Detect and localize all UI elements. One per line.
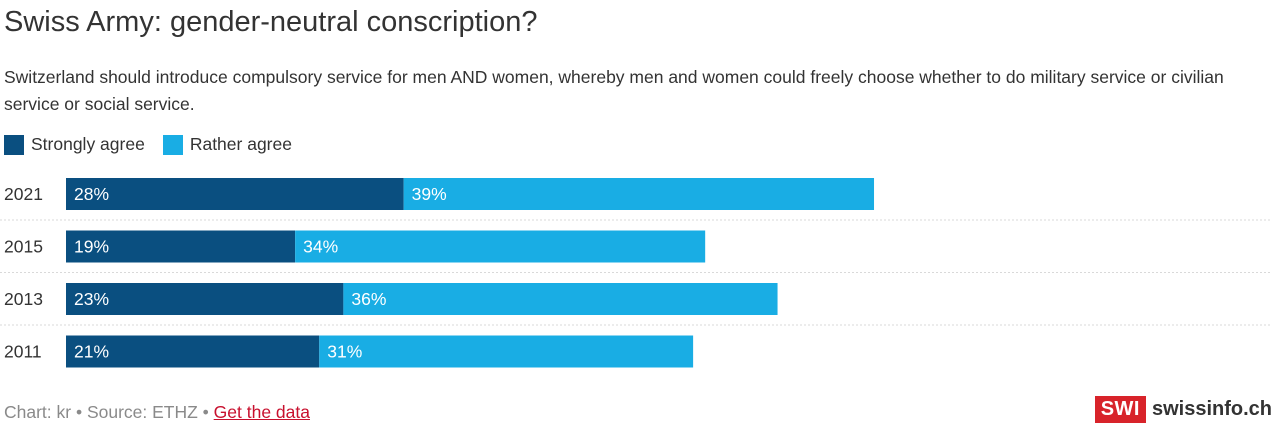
legend-label-strongly-agree: Strongly agree [31,134,145,154]
swissinfo-logo-text: swissinfo.ch [1151,398,1272,420]
data-label-rather-agree-2013: 36% [351,289,386,309]
bar-rather-agree-2021 [403,178,875,210]
category-label-2011: 2011 [4,342,42,362]
bar-strongly-agree-2021 [66,178,404,210]
data-label-rather-agree-2021: 39% [412,184,447,204]
footer: Chart: kr • Source: ETHZ • Get the data [4,402,310,423]
category-label-2013: 2013 [4,289,43,309]
bar-strongly-agree-2013 [66,283,344,315]
legend: Strongly agree Rather agree [4,134,310,155]
swissinfo-logo[interactable]: SWI swissinfo.ch [1094,396,1272,423]
legend-item-rather-agree: Rather agree [162,134,292,155]
get-the-data-link[interactable]: Get the data [213,402,310,422]
chart-title: Swiss Army: gender-neutral conscription? [4,6,538,38]
footer-credit: Chart: kr • Source: ETHZ • [4,402,214,422]
bar-rather-agree-2013 [343,283,778,315]
data-label-strongly-agree-2011: 21% [74,342,109,362]
legend-label-rather-agree: Rather agree [189,134,292,154]
category-label-2015: 2015 [4,237,43,257]
data-label-rather-agree-2015: 34% [303,237,338,257]
legend-item-strongly-agree: Strongly agree [4,134,145,155]
bar-strongly-agree-2015 [66,230,296,263]
legend-swatch-strongly-agree [4,134,24,155]
stacked-bar-chart: 2021 28% 39% 2015 19% 34% 2013 23% 36% 2011 21% 31% [0,178,1272,368]
data-label-strongly-agree-2013: 23% [74,289,109,309]
data-label-rather-agree-2011: 31% [327,342,362,362]
bar-rather-agree-2015 [295,230,706,263]
chart-subtitle: Switzerland should introduce compulsory … [4,67,1224,114]
bar-rather-agree-2011 [319,335,694,368]
data-label-strongly-agree-2021: 28% [74,184,109,204]
bar-strongly-agree-2011 [66,335,320,368]
category-label-2021: 2021 [4,184,43,204]
legend-swatch-rather-agree [162,134,183,155]
swi-logo-box: SWI [1094,396,1146,423]
data-label-strongly-agree-2015: 19% [74,237,109,257]
